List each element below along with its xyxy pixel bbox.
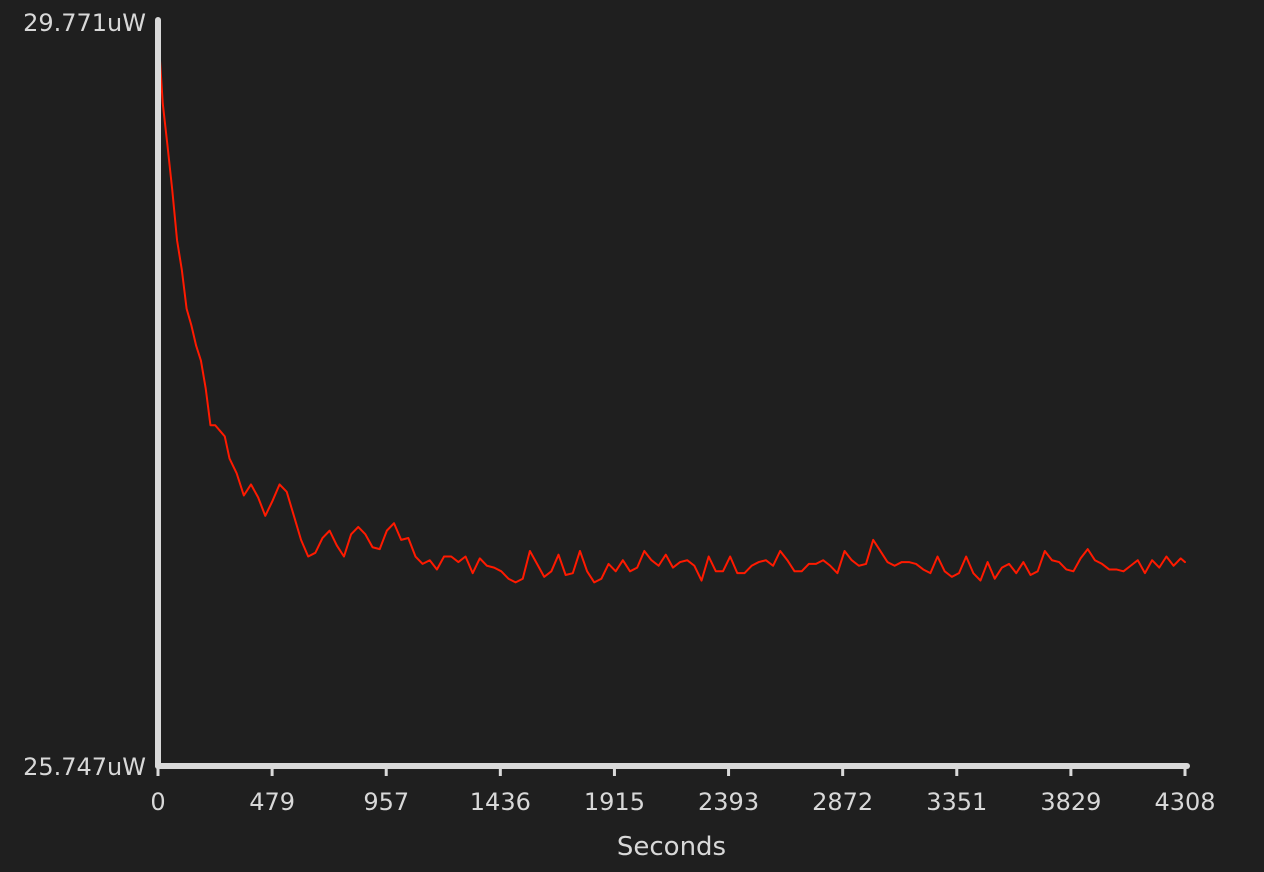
x-tick-label: 4308	[1154, 788, 1215, 816]
x-tick-label: 2872	[812, 788, 873, 816]
axis-text: 0 479 957 1436 1915 2393 2872 3351 3829 4308 29.77…	[23, 9, 1215, 862]
series-line	[157, 28, 1186, 584]
x-tick-label: 3829	[1040, 788, 1101, 816]
x-tick-label: 479	[249, 788, 295, 816]
x-tick-label: 1436	[470, 788, 531, 816]
x-tick-label: 0	[150, 788, 165, 816]
x-axis-title: Seconds	[617, 832, 726, 862]
y-tick-label: 29.771uW	[23, 9, 146, 37]
x-tick-label: 2393	[698, 788, 759, 816]
plot-area	[157, 28, 1186, 584]
axes	[155, 17, 1190, 776]
x-tick-label: 3351	[926, 788, 987, 816]
x-tick-label: 1915	[584, 788, 645, 816]
y-tick-label: 25.747uW	[23, 753, 146, 781]
x-tick-label: 957	[363, 788, 409, 816]
